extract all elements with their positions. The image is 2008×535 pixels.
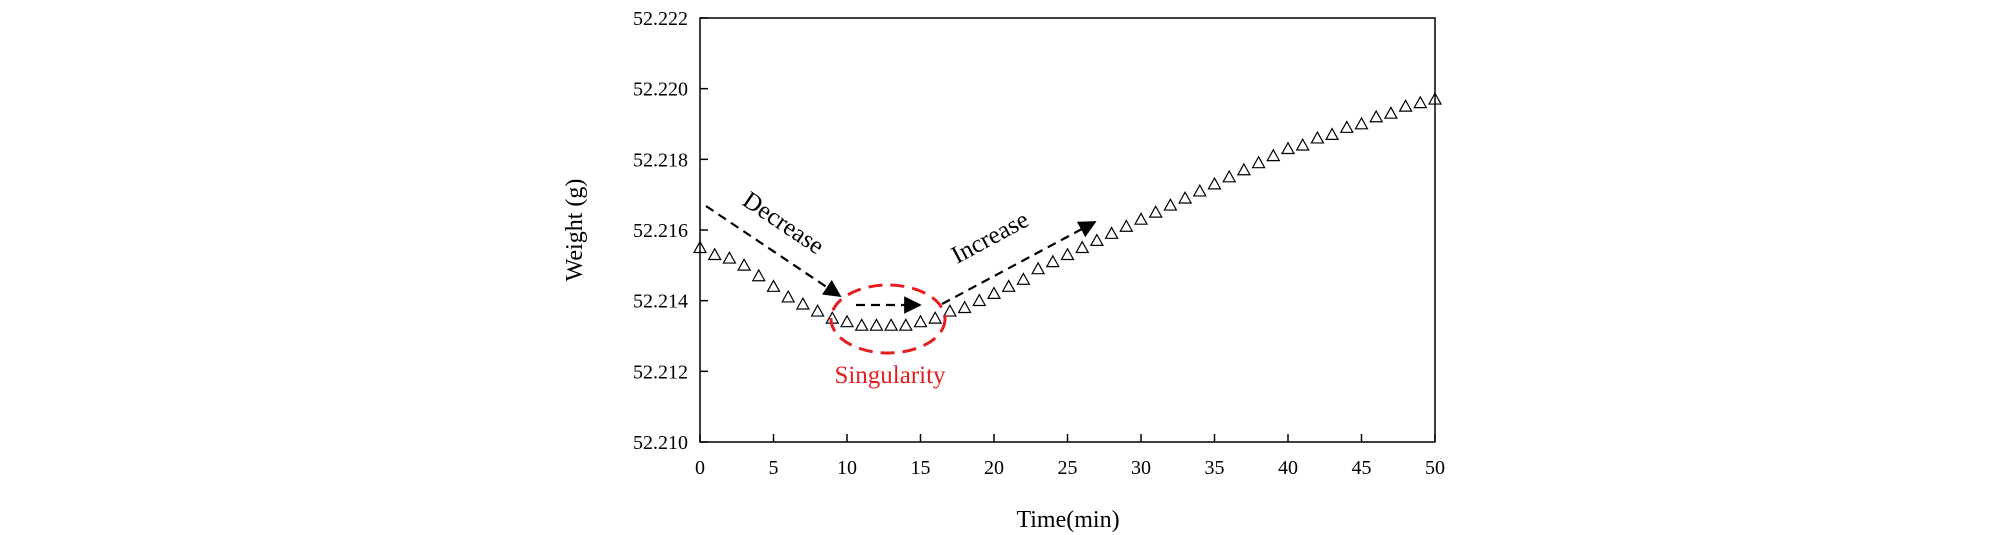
x-tick-label: 20 bbox=[984, 457, 1004, 479]
y-tick-label: 52.216 bbox=[633, 220, 688, 242]
y-tick-label: 52.220 bbox=[633, 79, 688, 101]
data-point bbox=[884, 318, 899, 331]
x-axis-title: Time(min) bbox=[1016, 507, 1119, 533]
y-tick-label: 52.222 bbox=[633, 8, 688, 30]
data-point bbox=[839, 314, 855, 328]
data-point bbox=[1266, 148, 1281, 162]
y-tick-label: 52.212 bbox=[633, 361, 688, 383]
data-point bbox=[1310, 130, 1325, 144]
data-point bbox=[1178, 190, 1193, 204]
data-point bbox=[1104, 226, 1119, 239]
data-point bbox=[692, 240, 708, 254]
data-point bbox=[1192, 183, 1207, 197]
data-point bbox=[707, 247, 722, 261]
x-tick-label: 0 bbox=[695, 457, 705, 479]
data-point bbox=[1133, 212, 1149, 225]
data-point bbox=[722, 251, 737, 264]
data-point bbox=[1089, 233, 1104, 246]
data-point bbox=[737, 258, 752, 271]
data-points bbox=[692, 92, 1443, 331]
increase-label: Increase bbox=[947, 206, 1033, 269]
data-point bbox=[986, 286, 1002, 299]
data-point bbox=[1398, 99, 1413, 112]
x-tick-label: 50 bbox=[1425, 457, 1445, 479]
data-point bbox=[898, 318, 913, 331]
data-point bbox=[751, 268, 766, 282]
y-axis-title: Weight (g) bbox=[562, 179, 588, 282]
data-point bbox=[913, 314, 928, 328]
data-point bbox=[1207, 176, 1222, 190]
data-point bbox=[795, 296, 810, 310]
data-point bbox=[1339, 120, 1354, 133]
y-tick-label: 52.214 bbox=[633, 291, 688, 313]
data-point bbox=[1369, 109, 1384, 123]
data-point bbox=[1222, 169, 1237, 183]
data-point bbox=[1001, 279, 1016, 292]
data-point bbox=[1016, 272, 1031, 285]
x-tick-label: 40 bbox=[1278, 457, 1298, 479]
y-tick-label: 52.210 bbox=[633, 432, 688, 454]
data-point bbox=[1148, 205, 1163, 218]
data-point bbox=[810, 304, 825, 317]
decrease-arrow bbox=[705, 205, 842, 297]
data-point bbox=[1236, 162, 1251, 176]
y-tick-label: 52.218 bbox=[633, 149, 688, 171]
x-axis-ticks: 0 5 10 15 20 25 30 35 40 45 50 bbox=[695, 434, 1445, 479]
data-point bbox=[1119, 219, 1134, 232]
data-point bbox=[972, 293, 987, 307]
data-point bbox=[1427, 92, 1443, 105]
data-point bbox=[957, 300, 972, 314]
x-tick-label: 15 bbox=[911, 457, 931, 479]
singularity-ellipse bbox=[829, 283, 947, 355]
y-axis-ticks: 52.210 52.212 52.214 52.216 52.218 52.220 52.2… bbox=[633, 8, 708, 454]
data-point bbox=[1075, 240, 1090, 254]
x-tick-label: 30 bbox=[1131, 457, 1151, 479]
data-point bbox=[1163, 198, 1178, 211]
data-point bbox=[854, 318, 869, 331]
x-tick-label: 35 bbox=[1205, 457, 1225, 479]
data-point bbox=[1060, 247, 1075, 261]
singularity-label: Singularity bbox=[834, 362, 946, 389]
data-point bbox=[1045, 254, 1060, 268]
data-point bbox=[1413, 95, 1428, 109]
data-point bbox=[942, 304, 957, 317]
data-point bbox=[1295, 137, 1310, 151]
data-point bbox=[1383, 106, 1398, 119]
data-point bbox=[869, 318, 884, 331]
data-point bbox=[766, 279, 781, 292]
data-point bbox=[1280, 141, 1296, 155]
data-point bbox=[781, 289, 796, 303]
decrease-label: Decrease bbox=[738, 187, 829, 260]
data-point bbox=[928, 311, 943, 324]
x-tick-label: 10 bbox=[837, 457, 857, 479]
data-point bbox=[1325, 127, 1340, 140]
data-point bbox=[1031, 261, 1046, 275]
x-tick-label: 45 bbox=[1352, 457, 1372, 479]
data-point bbox=[1354, 116, 1369, 130]
x-tick-label: 5 bbox=[769, 457, 779, 479]
data-point bbox=[1251, 155, 1266, 169]
x-tick-label: 25 bbox=[1058, 457, 1078, 479]
